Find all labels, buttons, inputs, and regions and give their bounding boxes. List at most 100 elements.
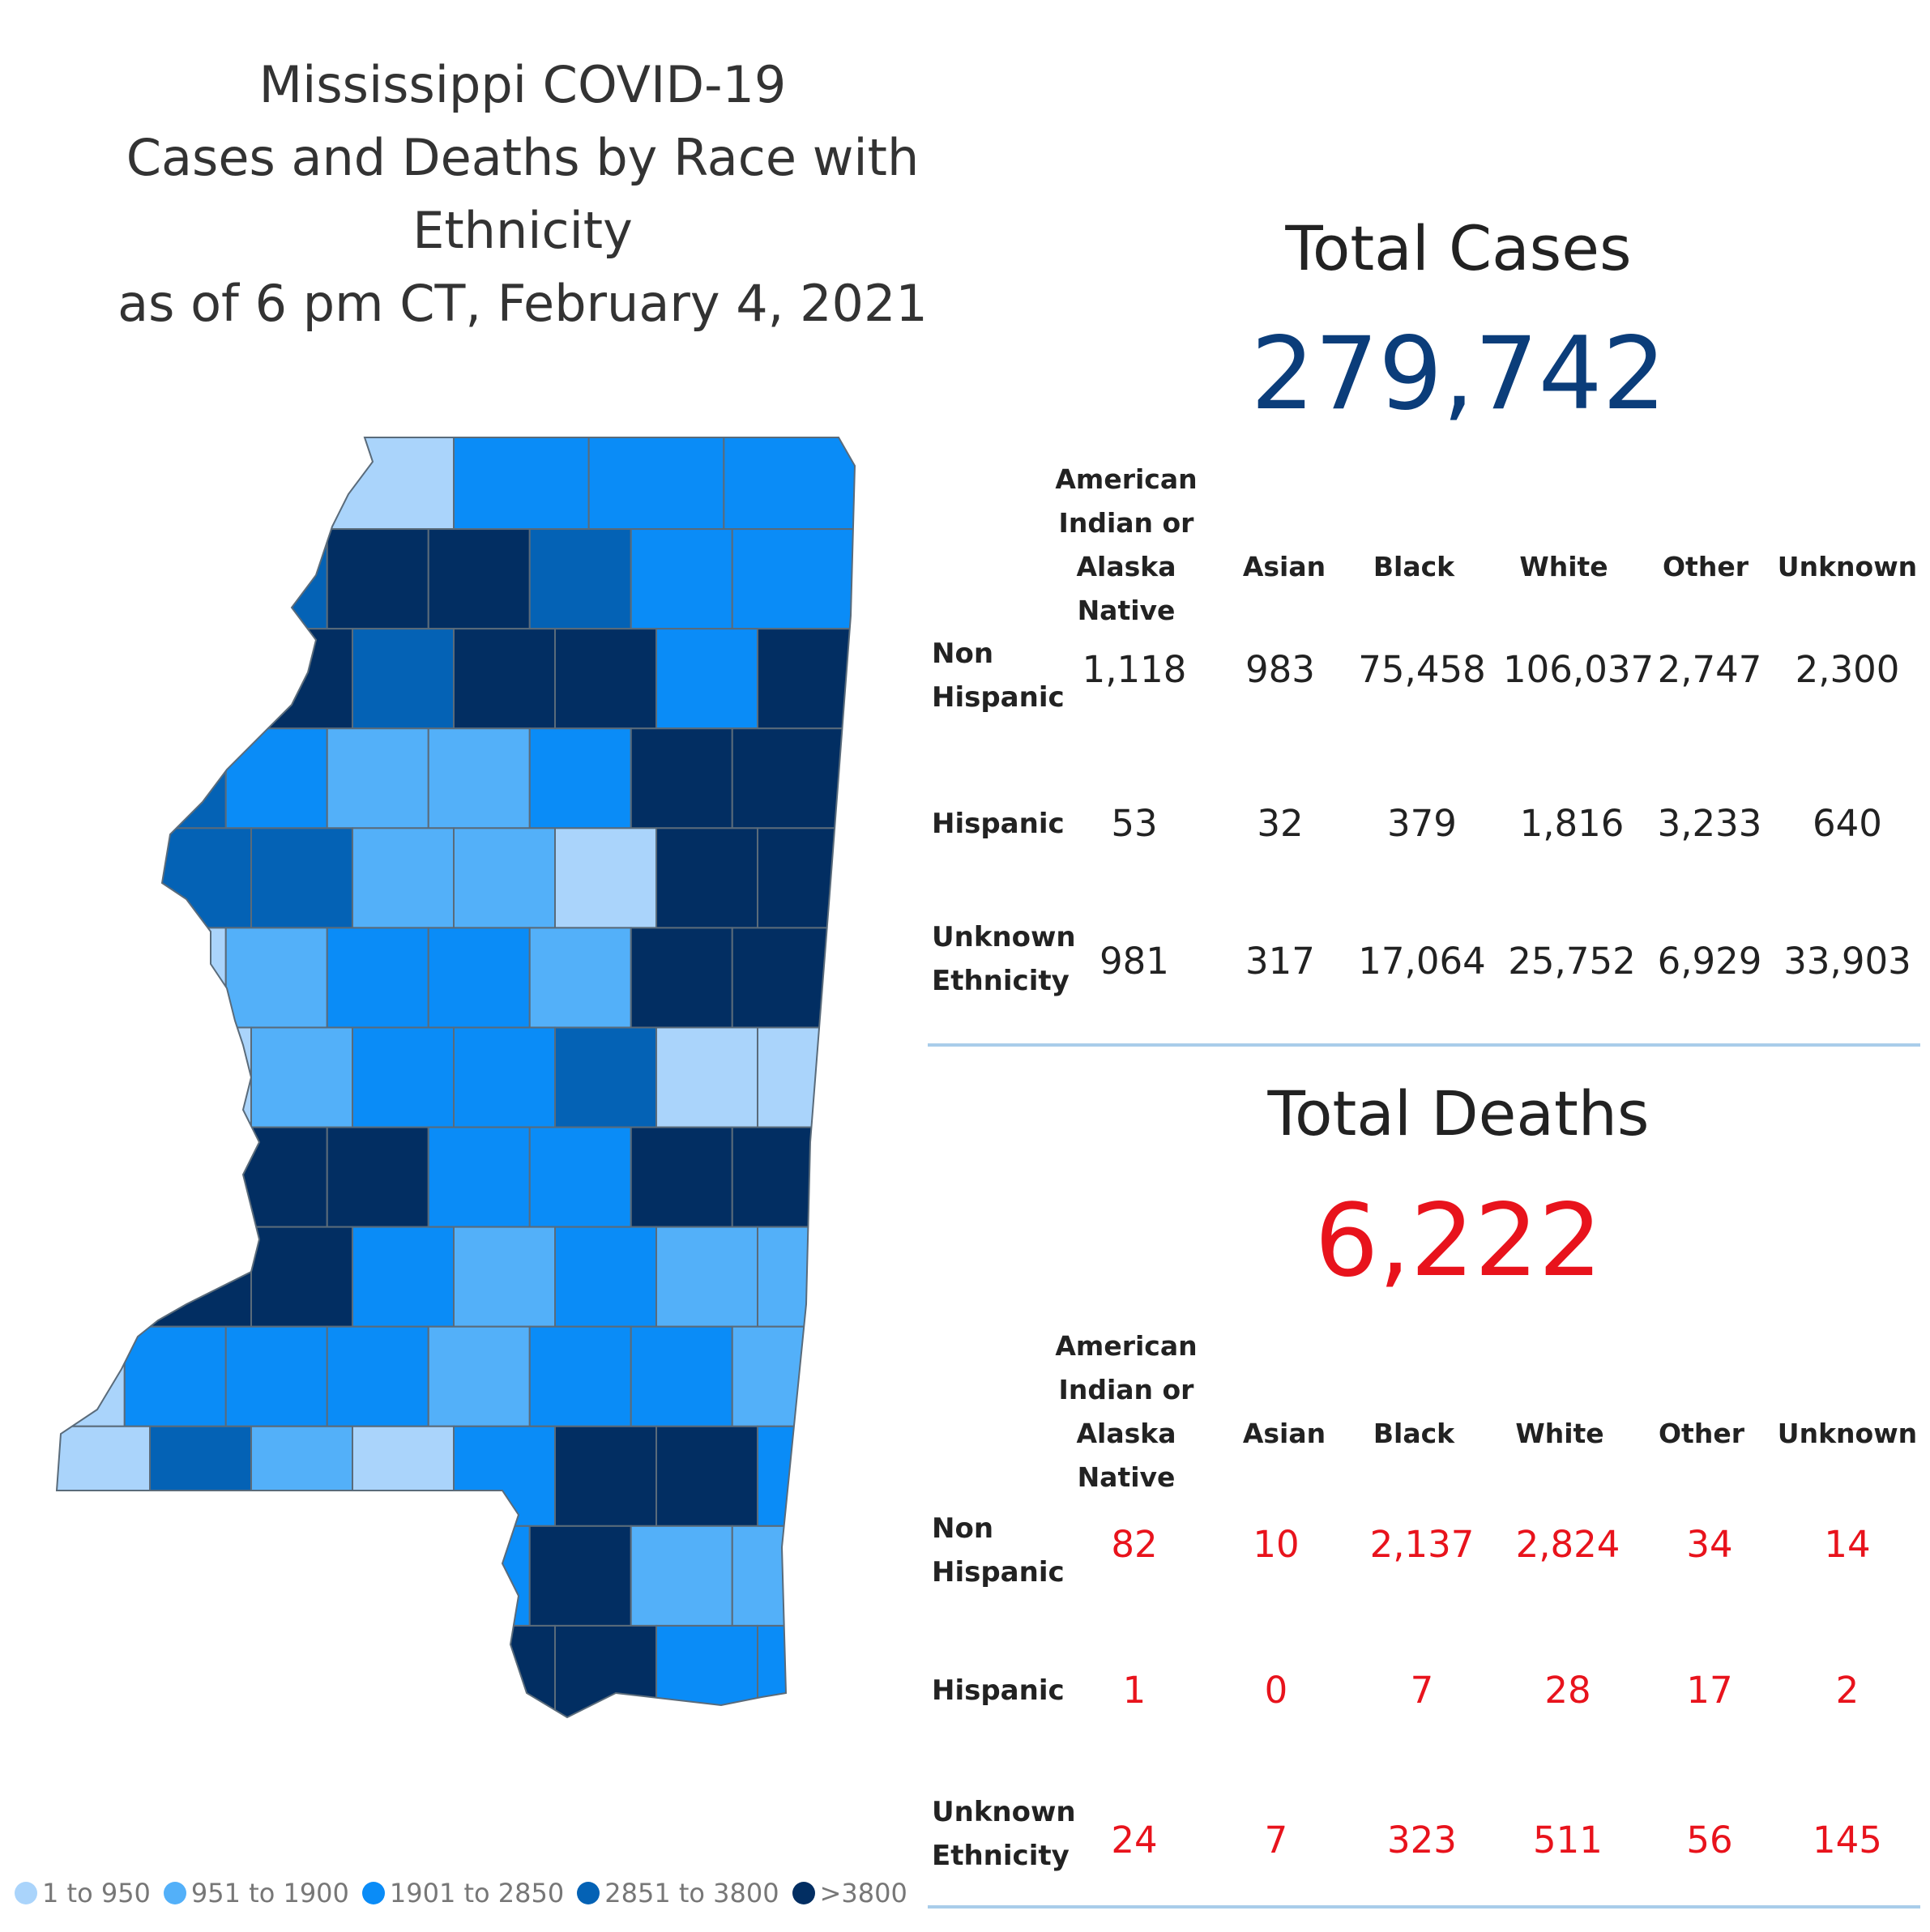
title-line-1: Mississippi COVID-19 [258,55,787,114]
cases-cell: 1,118 [1082,648,1187,691]
county-polygon [326,1325,429,1427]
county-polygon [224,1525,328,1627]
county-polygon [57,1026,151,1128]
deaths-row-label-hispanic: Hispanic [932,1674,1065,1707]
deaths-cell: 2,137 [1369,1523,1475,1566]
deaths-cell: 14 [1824,1523,1871,1566]
legend-item-2: 951 to 1900 [163,1878,349,1909]
county-polygon [224,528,328,630]
county-polygon [352,1425,455,1527]
legend-item-4: 2851 to 3800 [577,1878,779,1909]
county-polygon [326,528,429,630]
cases-cell: 981 [1100,940,1169,983]
page-title: Mississippi COVID-19 Cases and Deaths by… [24,49,1021,340]
deaths-col-header-asian: Asian [1242,1418,1326,1449]
total-cases-value: 279,742 [1250,316,1667,433]
deaths-cell: 7 [1410,1669,1434,1712]
deaths-cell: 82 [1111,1523,1158,1566]
county-polygon [731,1525,855,1627]
county-polygon [731,927,855,1029]
county-polygon [630,727,733,830]
county-polygon [352,1624,455,1717]
county-polygon [630,1325,733,1427]
cases-cell: 1,816 [1519,802,1625,845]
cases-cell: 2,300 [1795,648,1900,691]
county-polygon [57,528,126,630]
legend-item-1: 1 to 950 [15,1878,151,1909]
county-polygon [250,1026,353,1128]
county-polygon [528,1525,632,1627]
county-polygon [528,528,632,630]
cases-cell: 6,929 [1657,940,1762,983]
county-polygon [427,1525,531,1627]
cases-cell: 2,747 [1657,648,1762,691]
county-polygon [57,1325,126,1427]
legend-swatch-2 [163,1882,186,1904]
county-polygon [554,1226,657,1328]
county-polygon [250,827,353,929]
cases-cell: 106,037 [1503,648,1655,691]
county-polygon [326,927,429,1029]
cases-cell: 32 [1257,802,1304,845]
deaths-cell: 2,824 [1515,1523,1620,1566]
legend-swatch-5 [792,1882,815,1904]
map-legend: 1 to 950 951 to 1900 1901 to 2850 2851 t… [15,1873,920,1913]
county-polygon [149,1425,252,1527]
county-polygon [528,927,632,1029]
cases-cell: 17,064 [1358,940,1486,983]
county-polygon [57,1226,151,1328]
county-polygon [123,528,227,630]
county-polygon [250,1226,353,1328]
county-polygon [655,628,758,730]
county-polygon [554,1425,657,1527]
county-polygon [352,1226,455,1328]
county-polygon [149,1624,252,1717]
county-polygon [757,1624,855,1717]
county-polygon [149,1026,252,1128]
legend-swatch-1 [15,1882,37,1904]
title-line-2: Cases and Deaths by Race with Ethnicity [126,128,920,260]
county-polygon [723,437,855,531]
cases-col-header-unknown: Unknown [1777,551,1918,582]
county-polygon [57,628,151,730]
county-polygon [453,1425,556,1527]
deaths-cell: 17 [1686,1669,1733,1712]
deaths-cell: 24 [1111,1819,1158,1862]
county-polygon [123,1126,227,1228]
county-polygon [326,1525,429,1627]
county-polygon [554,1624,657,1717]
county-polygon [757,1026,855,1128]
county-polygon [224,1126,328,1228]
legend-label-5: >3800 [819,1878,907,1909]
legend-swatch-3 [361,1882,385,1904]
county-polygon [587,437,725,531]
county-polygon [554,628,657,730]
county-polygon [57,1624,151,1717]
county-polygon [224,1325,328,1427]
county-polygons [57,437,855,1717]
deaths-row-label-non-hispanic: Non Hispanic [932,1512,1065,1589]
county-polygon [630,1525,733,1627]
county-polygon [655,1425,758,1527]
county-polygon [250,1425,353,1527]
county-polygon [630,528,733,630]
county-polygon [57,927,126,1029]
deaths-cell: 10 [1253,1523,1300,1566]
cases-col-header-aian: American Indian or Alaska Native [1055,463,1198,626]
deaths-row-label-unknown-ethnicity: Unknown Ethnicity [932,1796,1076,1872]
county-polygon [57,437,185,531]
county-polygon [250,1624,353,1717]
cases-cell: 3,233 [1657,802,1762,845]
deaths-cell: 28 [1544,1669,1591,1712]
deaths-cell: 34 [1686,1523,1733,1566]
county-polygon [427,528,531,630]
section-divider [928,1043,1920,1047]
deaths-cell: 2 [1835,1669,1860,1712]
county-polygon [757,1425,855,1527]
cases-cell: 379 [1387,802,1457,845]
county-polygon [655,1226,758,1328]
legend-label-3: 1901 to 2850 [389,1878,565,1909]
legend-item-5: >3800 [792,1878,907,1909]
county-polygon [427,927,531,1029]
county-polygon [655,827,758,929]
